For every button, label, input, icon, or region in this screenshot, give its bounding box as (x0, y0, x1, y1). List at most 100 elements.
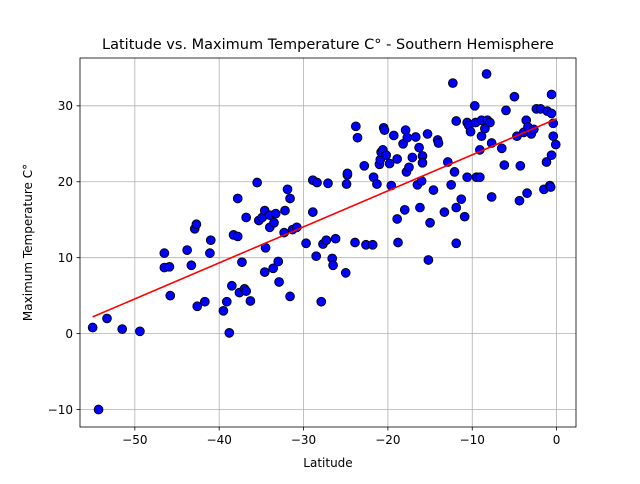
x-tick-label: −10 (460, 433, 485, 447)
data-point (459, 211, 470, 222)
data-point (159, 248, 170, 258)
y-axis-ticks: −10 0 10 20 30 (48, 99, 80, 417)
data-point (316, 296, 327, 307)
data-point (218, 305, 229, 316)
data-point (393, 237, 403, 248)
data-point (164, 261, 175, 272)
data-point (285, 193, 295, 204)
data-point (359, 160, 370, 171)
data-point (93, 404, 104, 415)
data-point (205, 248, 215, 258)
data-point (330, 233, 341, 244)
data-point (381, 150, 392, 161)
x-tick-label: 0 (553, 433, 561, 447)
data-point (550, 139, 561, 150)
data-point (545, 182, 556, 192)
data-point (312, 177, 322, 188)
data-point (237, 257, 247, 268)
data-point (226, 280, 237, 291)
y-tick-label: 10 (58, 251, 73, 265)
plot-frame (79, 57, 577, 428)
data-point (499, 160, 510, 170)
data-point (414, 142, 424, 153)
data-point (232, 193, 243, 204)
data-point (451, 238, 462, 249)
data-point (285, 291, 295, 302)
data-point (474, 172, 485, 183)
data-point (205, 235, 216, 246)
data-point (268, 263, 279, 274)
data-point (186, 260, 197, 271)
data-point (269, 217, 279, 228)
data-point (462, 172, 473, 183)
regression-line (92, 118, 557, 318)
data-point (428, 185, 439, 195)
data-point (350, 237, 360, 248)
regression-line-group (92, 118, 557, 318)
x-axis-title: Latitude (303, 456, 352, 470)
data-point (117, 324, 128, 334)
data-point (410, 132, 421, 142)
chart-title: Latitude vs. Maximum Temperature C° - So… (102, 37, 554, 53)
data-point (514, 195, 525, 206)
data-point (433, 138, 444, 148)
data-point (350, 121, 361, 132)
data-point (456, 194, 467, 205)
data-point (328, 260, 338, 271)
data-point (447, 78, 458, 88)
data-point (404, 162, 414, 173)
data-point (199, 296, 210, 307)
data-point (241, 286, 252, 296)
data-point (367, 239, 378, 250)
data-point (469, 100, 480, 111)
data-point (449, 167, 460, 177)
data-point (392, 214, 403, 224)
data-point (423, 255, 434, 265)
data-point (402, 132, 413, 143)
data-point (496, 143, 507, 154)
data-point (481, 69, 492, 79)
y-tick-label: 0 (65, 327, 73, 341)
data-point (439, 207, 450, 217)
data-point (182, 245, 192, 255)
y-tick-label: 20 (58, 175, 73, 189)
x-tick-label: −20 (375, 433, 400, 447)
data-point (280, 205, 290, 216)
data-point (541, 157, 552, 167)
data-point (270, 208, 281, 219)
data-point (259, 267, 270, 277)
data-point (341, 179, 352, 189)
data-point (546, 89, 557, 100)
data-point (135, 326, 145, 337)
data-point (451, 116, 462, 126)
data-point (191, 219, 202, 230)
data-point (274, 277, 284, 287)
x-tick-label: −50 (122, 433, 147, 447)
data-point (282, 184, 293, 195)
data-point (323, 178, 333, 189)
data-point (352, 132, 363, 143)
data-point (465, 126, 476, 137)
data-point (252, 177, 262, 188)
data-point (165, 290, 176, 301)
x-axis-ticks: −50 −40 −30 −20 −10 0 (122, 427, 560, 447)
data-point (509, 91, 520, 102)
data-point (384, 158, 395, 169)
data-point (87, 322, 98, 333)
y-tick-label: −10 (48, 403, 73, 417)
data-point (102, 313, 112, 324)
data-point (301, 238, 311, 249)
data-point (311, 251, 322, 262)
data-point (422, 129, 433, 139)
data-point (546, 150, 557, 161)
data-point (245, 296, 256, 306)
data-point (407, 152, 418, 163)
data-point (486, 192, 497, 202)
x-tick-label: −30 (291, 433, 316, 447)
data-point (273, 256, 284, 267)
data-point (446, 179, 457, 190)
data-point (192, 301, 203, 312)
data-point (515, 160, 526, 171)
